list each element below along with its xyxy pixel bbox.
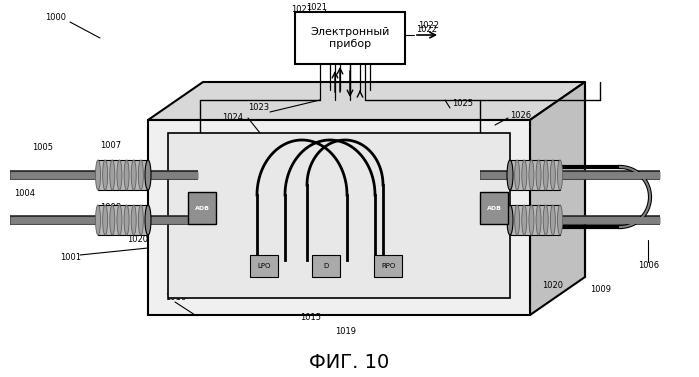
Text: 1001: 1001 — [60, 253, 81, 262]
Ellipse shape — [543, 205, 548, 235]
Ellipse shape — [514, 160, 519, 190]
Text: 1021: 1021 — [291, 5, 312, 14]
Polygon shape — [530, 82, 585, 315]
Bar — [374, 255, 402, 277]
Text: 1014: 1014 — [387, 184, 408, 193]
Ellipse shape — [536, 205, 541, 235]
Text: 1007: 1007 — [100, 141, 121, 150]
Text: 1020: 1020 — [542, 280, 563, 290]
Bar — [510, 160, 560, 190]
Text: 1016: 1016 — [165, 294, 186, 302]
Text: 1019: 1019 — [205, 247, 226, 256]
Text: 1033: 1033 — [540, 216, 561, 224]
Text: D: D — [328, 280, 335, 290]
Text: 1026: 1026 — [510, 110, 531, 120]
Text: 1003: 1003 — [283, 146, 304, 155]
Ellipse shape — [558, 160, 563, 190]
Text: 1024: 1024 — [348, 213, 369, 222]
Ellipse shape — [138, 205, 143, 235]
Text: 1006: 1006 — [638, 261, 659, 270]
Text: D: D — [324, 263, 329, 269]
Ellipse shape — [550, 205, 556, 235]
Ellipse shape — [145, 205, 151, 235]
Text: 1013: 1013 — [298, 184, 319, 193]
Ellipse shape — [131, 205, 136, 235]
Ellipse shape — [529, 205, 534, 235]
Text: 1009: 1009 — [590, 285, 611, 294]
Ellipse shape — [103, 160, 108, 190]
Bar — [312, 255, 340, 277]
Bar — [98, 205, 148, 235]
Ellipse shape — [521, 160, 527, 190]
Text: 1019: 1019 — [335, 328, 356, 337]
Ellipse shape — [138, 160, 143, 190]
Text: 1024: 1024 — [222, 113, 243, 123]
Ellipse shape — [521, 205, 527, 235]
Ellipse shape — [550, 160, 556, 190]
Text: Электронный
прибор: Электронный прибор — [310, 27, 389, 49]
Text: 1017: 1017 — [127, 221, 148, 230]
Ellipse shape — [96, 205, 101, 235]
Text: LPO: LPO — [257, 263, 271, 269]
Text: 1022: 1022 — [418, 21, 439, 31]
Ellipse shape — [145, 160, 151, 190]
Text: 1020: 1020 — [127, 236, 148, 245]
Text: 1005: 1005 — [32, 144, 53, 153]
Ellipse shape — [124, 205, 129, 235]
Ellipse shape — [507, 160, 513, 190]
Polygon shape — [148, 82, 585, 120]
Ellipse shape — [117, 160, 122, 190]
Text: RPO: RPO — [381, 263, 395, 269]
Text: 1015: 1015 — [300, 314, 321, 322]
Ellipse shape — [543, 160, 548, 190]
Text: 1022: 1022 — [416, 26, 437, 35]
Ellipse shape — [110, 160, 115, 190]
Text: 1032: 1032 — [127, 161, 148, 170]
Ellipse shape — [131, 160, 136, 190]
Text: ФИГ. 10: ФИГ. 10 — [309, 354, 389, 372]
Bar — [250, 255, 278, 277]
Text: ADB: ADB — [194, 205, 210, 210]
Bar — [295, 12, 405, 64]
Text: LPO: LPO — [250, 277, 266, 287]
Text: RPO: RPO — [390, 277, 408, 287]
Bar — [98, 160, 148, 190]
Text: 1000: 1000 — [45, 14, 66, 23]
Ellipse shape — [536, 160, 541, 190]
Bar — [480, 192, 508, 224]
Bar — [148, 120, 530, 315]
Text: 1021: 1021 — [306, 3, 327, 12]
Text: 1010: 1010 — [578, 170, 599, 179]
Text: 1023: 1023 — [248, 104, 269, 112]
Text: 1004: 1004 — [14, 188, 35, 198]
Text: 1025: 1025 — [452, 100, 473, 109]
Ellipse shape — [117, 205, 122, 235]
Ellipse shape — [558, 205, 563, 235]
Ellipse shape — [96, 160, 101, 190]
Ellipse shape — [124, 160, 129, 190]
Ellipse shape — [507, 205, 513, 235]
Text: 1012: 1012 — [248, 190, 269, 199]
Text: 1002: 1002 — [195, 236, 216, 245]
Text: 1008: 1008 — [100, 204, 121, 213]
Bar — [188, 192, 216, 224]
Ellipse shape — [529, 160, 534, 190]
Text: ADB: ADB — [487, 205, 501, 210]
Ellipse shape — [514, 205, 519, 235]
Bar — [168, 133, 510, 298]
Bar — [510, 205, 560, 235]
Ellipse shape — [103, 205, 108, 235]
Ellipse shape — [110, 205, 115, 235]
Text: 1018: 1018 — [432, 244, 453, 253]
